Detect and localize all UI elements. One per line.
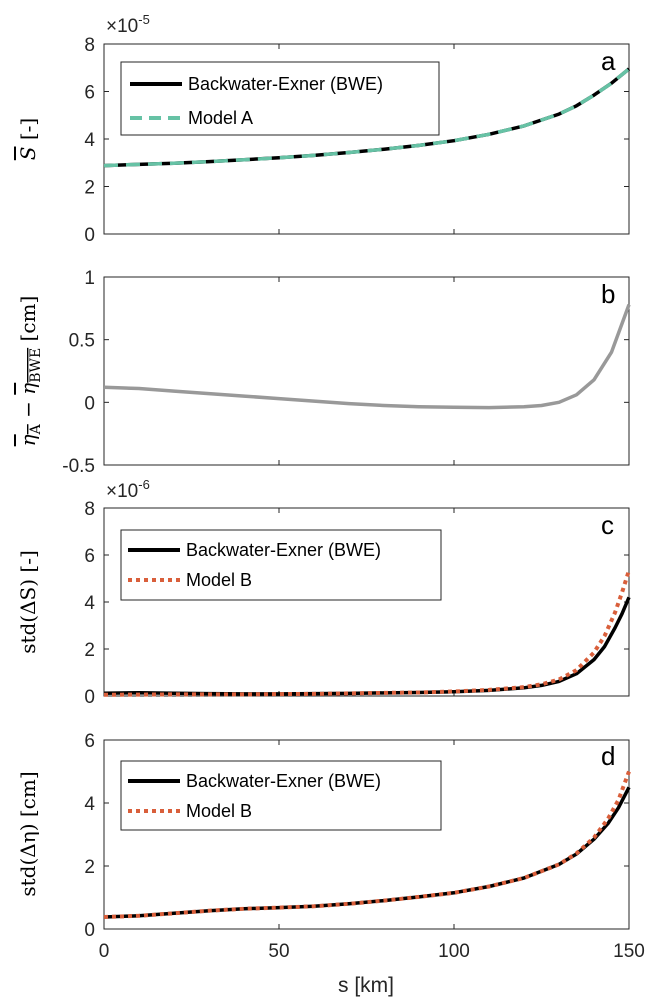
panel-b: -0.5 0 0.5 1 b ηA − ηBWE [cm] bbox=[16, 268, 631, 477]
panel-a-ytick-label: 6 bbox=[84, 83, 95, 104]
svg-text:std(Δη) [cm]: std(Δη) [cm] bbox=[16, 771, 40, 896]
panel-c-exponent: ×10-6 bbox=[106, 477, 150, 502]
panel-b-series-line-0 bbox=[103, 303, 631, 410]
panel-d-lines bbox=[103, 770, 631, 919]
panel-a-ytick-label: 2 bbox=[84, 178, 95, 199]
panel-c-ytick-label: 2 bbox=[84, 640, 95, 661]
panel-a-ytick-label: 8 bbox=[84, 35, 95, 56]
panel-b-axes-box bbox=[103, 276, 630, 466]
panel-a-ytick-label: 4 bbox=[84, 130, 95, 151]
x-axis-label: s [km] bbox=[338, 974, 394, 997]
panel-c-legend-label-bwe: Backwater-Exner (BWE) bbox=[186, 540, 381, 560]
panel-a-ytick-label: 0 bbox=[84, 225, 95, 246]
panel-d-ytick-label: 0 bbox=[84, 920, 95, 941]
panel-b-ytick-label: 1 bbox=[84, 268, 95, 289]
panel-b-ticks: -0.5 0 0.5 1 bbox=[62, 268, 630, 477]
panel-b-ytick-label: -0.5 bbox=[62, 456, 95, 477]
panel-a-ticks: 0 2 4 6 8 bbox=[84, 35, 630, 246]
panel-c-ytick-label: 6 bbox=[84, 546, 95, 567]
svg-text:S [-]: S [-] bbox=[16, 118, 40, 160]
panel-a-legend-box bbox=[120, 61, 440, 136]
panel-c-legend-label-model-b: Model B bbox=[186, 570, 252, 590]
panel-b-letter: b bbox=[601, 279, 615, 309]
panel-c-ytick-label: 8 bbox=[84, 499, 95, 520]
panel-a: 0 2 4 6 8 ×10-5 a Backwater-Exner (BWE) Mode… bbox=[16, 12, 631, 246]
panel-d-series-line-1 bbox=[103, 770, 631, 919]
panel-d-legend: Backwater-Exner (BWE) Model B bbox=[120, 760, 442, 831]
panel-c-ticks: 0 2 4 6 8 bbox=[84, 499, 630, 708]
panel-c-ytick-label: 4 bbox=[84, 593, 95, 614]
panel-d-ytick-label: 4 bbox=[84, 794, 95, 815]
panel-a-letter: a bbox=[601, 46, 616, 76]
x-tick-label: 100 bbox=[438, 941, 470, 962]
panel-d: 0 2 4 6 d Backwater-Exner (BWE) Model B std… bbox=[16, 731, 645, 997]
panel-a-ylabel-unit: [-] bbox=[16, 118, 40, 147]
panel-d-legend-label-model-b: Model B bbox=[186, 801, 252, 821]
panel-c-legend: Backwater-Exner (BWE) Model B bbox=[120, 529, 442, 601]
panel-a-lines bbox=[103, 67, 631, 168]
panel-c-series-line-0 bbox=[103, 596, 631, 696]
panel-d-xticks: 0 50 100 150 bbox=[99, 941, 645, 962]
panel-c-letter: c bbox=[601, 510, 614, 540]
x-tick-label: 0 bbox=[99, 941, 110, 962]
panel-c-ylabel: std(ΔS) [-] bbox=[16, 550, 40, 654]
panel-b-ytick-label: 0.5 bbox=[69, 331, 95, 352]
panel-a-series-line-1 bbox=[103, 67, 631, 168]
panel-d-letter: d bbox=[601, 741, 615, 771]
panel-c-legend-box bbox=[120, 529, 442, 601]
panel-a-legend-label-model-a: Model A bbox=[188, 108, 253, 128]
x-tick-label: 150 bbox=[613, 941, 645, 962]
panel-c-ytick-label: 0 bbox=[84, 687, 95, 708]
panel-a-ylabel: S [-] bbox=[16, 118, 40, 160]
x-tick-label: 50 bbox=[268, 941, 289, 962]
panel-a-legend: Backwater-Exner (BWE) Model A bbox=[120, 61, 440, 136]
panel-b-ytick-label: 0 bbox=[84, 393, 95, 414]
panel-d-ylabel: std(Δη) [cm] bbox=[16, 771, 40, 896]
svg-text:ηA − ηBWE [cm]: ηA − ηBWE [cm] bbox=[16, 296, 44, 447]
panel-d-ytick-label: 2 bbox=[84, 857, 95, 878]
panel-b-lines bbox=[103, 303, 631, 410]
panel-d-legend-label-bwe: Backwater-Exner (BWE) bbox=[186, 771, 381, 791]
panel-c-series-line-1 bbox=[103, 569, 631, 697]
panel-a-exponent: ×10-5 bbox=[106, 12, 150, 37]
panel-d-ticks: 0 2 4 6 bbox=[84, 731, 630, 941]
panel-c: 0 2 4 6 8 ×10-6 c Backwater-Exner (BWE) Mode… bbox=[16, 477, 631, 708]
panel-a-legend-label-bwe: Backwater-Exner (BWE) bbox=[188, 74, 383, 94]
panel-c-lines bbox=[103, 569, 631, 697]
panel-d-ytick-label: 6 bbox=[84, 731, 95, 752]
panel-a-ylabel-symbol: S bbox=[16, 147, 40, 161]
panel-b-ylabel: ηA − ηBWE [cm] bbox=[16, 296, 44, 447]
panel-d-legend-box bbox=[120, 760, 442, 831]
svg-text:std(ΔS) [-]: std(ΔS) [-] bbox=[16, 550, 40, 654]
